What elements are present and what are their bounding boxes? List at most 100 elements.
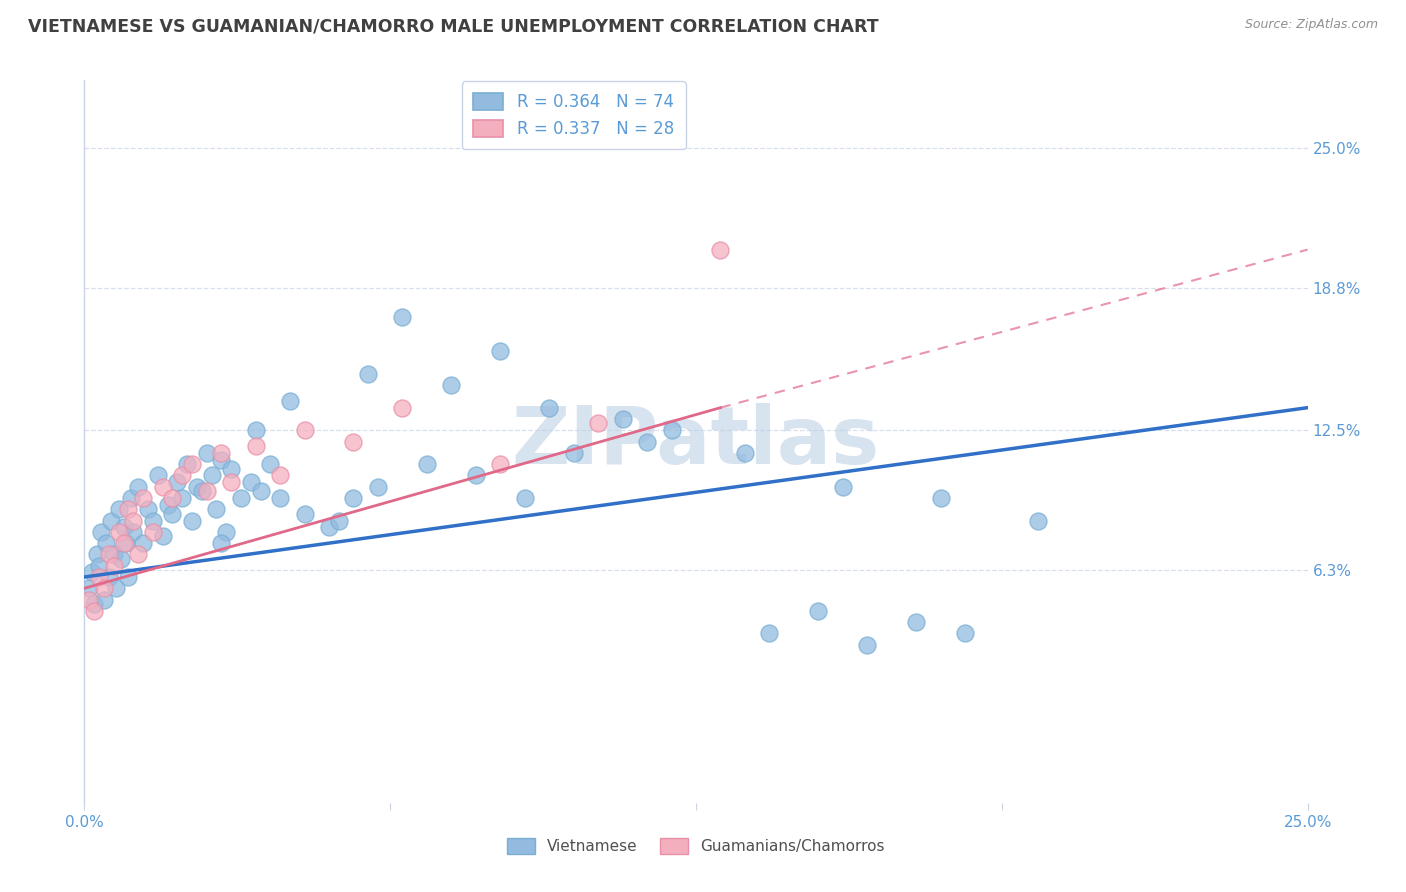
Point (105, 582, 128, 596)
Point (191, 484, 214, 499)
Point (269, 491, 291, 505)
Point (342, 491, 364, 505)
Point (87, 570, 110, 584)
Point (103, 558, 125, 573)
Point (953, 626, 976, 640)
Point (176, 457, 198, 471)
Point (86, 548, 108, 562)
Text: ZIPatlas: ZIPatlas (512, 402, 880, 481)
Point (929, 491, 952, 505)
Point (661, 423, 683, 437)
Point (77, 582, 100, 596)
Point (152, 529, 174, 543)
Point (97, 570, 120, 584)
Point (172, 491, 194, 505)
Point (538, 401, 561, 415)
Point (152, 480, 174, 494)
Point (181, 457, 204, 471)
Point (117, 502, 139, 516)
Point (142, 514, 165, 528)
Text: Source: ZipAtlas.com: Source: ZipAtlas.com (1244, 18, 1378, 31)
Point (77, 592, 100, 607)
Point (318, 520, 340, 534)
Point (209, 452, 232, 467)
Point (107, 524, 129, 539)
Point (93, 592, 115, 607)
Point (142, 524, 165, 539)
Point (209, 536, 232, 550)
Point (122, 514, 145, 528)
Point (103, 548, 125, 562)
Point (156, 498, 179, 512)
Point (112, 536, 135, 550)
Point (391, 310, 413, 325)
Point (120, 491, 142, 505)
Point (146, 468, 169, 483)
Point (464, 468, 486, 483)
Point (132, 491, 155, 505)
Point (856, 638, 879, 652)
Point (122, 524, 145, 539)
Legend: Vietnamese, Guamanians/Chamorros: Vietnamese, Guamanians/Chamorros (501, 832, 891, 860)
Point (249, 484, 271, 499)
Point (219, 475, 242, 490)
Point (115, 536, 138, 550)
Point (905, 615, 928, 630)
Point (186, 480, 208, 494)
Point (195, 484, 218, 499)
Point (239, 475, 262, 490)
Point (734, 446, 756, 460)
Point (391, 401, 413, 415)
Point (127, 480, 149, 494)
Point (200, 468, 222, 483)
Point (342, 434, 364, 449)
Point (758, 626, 780, 640)
Point (107, 502, 129, 516)
Point (209, 446, 232, 460)
Point (269, 468, 291, 483)
Point (294, 507, 316, 521)
Point (489, 344, 512, 359)
Point (112, 520, 135, 534)
Point (110, 552, 132, 566)
Point (166, 475, 188, 490)
Point (93, 582, 115, 596)
Point (80, 566, 103, 580)
Point (709, 243, 731, 257)
Point (245, 439, 267, 453)
Point (136, 502, 159, 516)
Point (132, 536, 155, 550)
Point (278, 393, 301, 408)
Point (172, 468, 194, 483)
Point (83, 597, 105, 611)
Point (831, 480, 853, 494)
Point (181, 514, 204, 528)
Point (586, 417, 609, 431)
Point (219, 461, 242, 475)
Text: VIETNAMESE VS GUAMANIAN/CHAMORRO MALE UNEMPLOYMENT CORRELATION CHART: VIETNAMESE VS GUAMANIAN/CHAMORRO MALE UN… (28, 18, 879, 36)
Point (1028, 514, 1050, 528)
Point (367, 480, 389, 494)
Point (195, 446, 218, 460)
Point (229, 491, 252, 505)
Point (245, 423, 267, 437)
Point (100, 514, 122, 528)
Point (90, 524, 112, 539)
Point (294, 423, 316, 437)
Point (96, 536, 118, 550)
Point (807, 604, 830, 618)
Point (416, 457, 439, 471)
Point (162, 491, 184, 505)
Point (328, 514, 350, 528)
Point (83, 604, 105, 618)
Point (259, 457, 281, 471)
Point (612, 412, 634, 426)
Point (636, 434, 658, 449)
Point (562, 446, 585, 460)
Point (205, 502, 228, 516)
Point (357, 367, 380, 381)
Point (127, 548, 149, 562)
Point (87, 558, 110, 573)
Point (117, 570, 139, 584)
Point (489, 457, 512, 471)
